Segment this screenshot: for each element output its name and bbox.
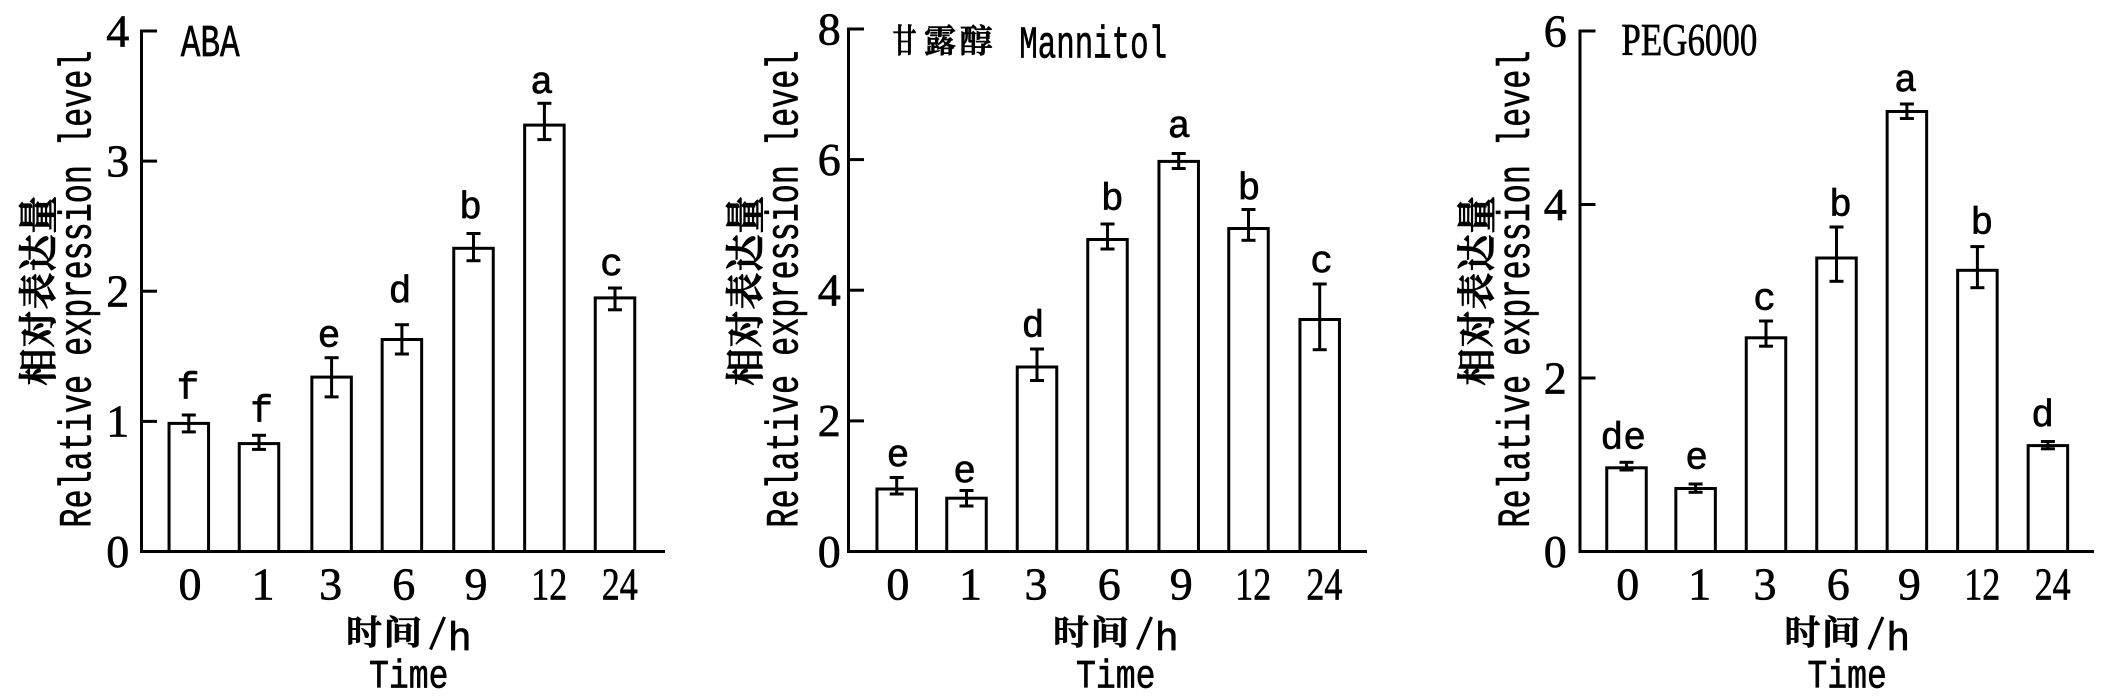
- svg-text:a: a: [1894, 60, 1917, 103]
- svg-text:6: 6: [392, 558, 415, 609]
- svg-text:4: 4: [1544, 179, 1567, 230]
- svg-text:c: c: [600, 244, 623, 287]
- svg-text:1: 1: [959, 558, 982, 609]
- svg-text:b: b: [1238, 168, 1261, 211]
- svg-text:b: b: [1101, 178, 1124, 221]
- svg-text:2: 2: [106, 266, 129, 317]
- svg-text:e: e: [1685, 438, 1708, 481]
- svg-text:1: 1: [106, 396, 129, 447]
- svg-text:24: 24: [602, 558, 638, 609]
- svg-text:3: 3: [106, 135, 129, 186]
- svg-text:6: 6: [1827, 558, 1850, 609]
- svg-text:ABA: ABA: [181, 19, 240, 70]
- svg-text:4: 4: [106, 5, 129, 56]
- svg-text:f: f: [250, 390, 273, 433]
- svg-text:f: f: [177, 367, 200, 410]
- svg-text:24: 24: [2035, 558, 2071, 609]
- svg-text:h: h: [1155, 618, 1179, 663]
- svg-text:0: 0: [818, 526, 841, 577]
- svg-text:8: 8: [818, 3, 841, 54]
- svg-text:Relative expression level: Relative expression level: [1492, 51, 1543, 528]
- svg-text:Time: Time: [1807, 655, 1887, 697]
- svg-text:Time: Time: [1076, 655, 1156, 697]
- svg-text:Relative expression level: Relative expression level: [54, 51, 105, 528]
- svg-text:a: a: [1168, 106, 1191, 149]
- svg-text:9: 9: [1170, 558, 1193, 609]
- svg-text:9: 9: [465, 558, 488, 609]
- svg-text:6: 6: [1098, 558, 1121, 609]
- svg-text:12: 12: [1235, 558, 1271, 609]
- svg-text:a: a: [530, 62, 553, 105]
- svg-text:4: 4: [818, 265, 841, 316]
- svg-text:24: 24: [1306, 558, 1342, 609]
- svg-text:0: 0: [106, 526, 129, 577]
- svg-text:9: 9: [1898, 558, 1921, 609]
- svg-text:b: b: [1829, 184, 1852, 227]
- svg-text:12: 12: [1964, 558, 2000, 609]
- svg-text:1: 1: [252, 558, 275, 609]
- svg-text:2: 2: [1544, 352, 1567, 403]
- svg-text:b: b: [1970, 202, 1993, 245]
- svg-text:c: c: [1310, 241, 1333, 284]
- svg-text:3: 3: [319, 558, 342, 609]
- svg-text:b: b: [459, 187, 482, 230]
- svg-text:e: e: [953, 451, 976, 494]
- svg-text:Mannitol: Mannitol: [1019, 20, 1167, 71]
- svg-text:0: 0: [179, 558, 202, 609]
- svg-text:e: e: [318, 316, 341, 359]
- svg-text:12: 12: [531, 558, 567, 609]
- svg-text:h: h: [1886, 618, 1910, 663]
- svg-text:3: 3: [1025, 558, 1048, 609]
- svg-text:de: de: [1600, 418, 1646, 461]
- svg-text:1: 1: [1688, 558, 1711, 609]
- svg-text:3: 3: [1754, 558, 1777, 609]
- svg-text:e: e: [887, 435, 910, 478]
- svg-text:6: 6: [1544, 5, 1567, 56]
- svg-text:d: d: [1022, 306, 1045, 349]
- svg-text:c: c: [1753, 278, 1776, 321]
- svg-text:Time: Time: [369, 655, 449, 697]
- svg-text:0: 0: [1544, 526, 1567, 577]
- svg-text:0: 0: [1616, 558, 1639, 609]
- svg-text:h: h: [448, 618, 472, 663]
- svg-text:d: d: [2031, 395, 2054, 438]
- svg-text:0: 0: [886, 558, 909, 609]
- svg-text:d: d: [389, 271, 412, 314]
- svg-text:2: 2: [818, 395, 841, 446]
- svg-text:Relative expression level: Relative expression level: [761, 51, 812, 528]
- svg-text:6: 6: [818, 134, 841, 185]
- svg-text:PEG6000: PEG6000: [1621, 14, 1757, 65]
